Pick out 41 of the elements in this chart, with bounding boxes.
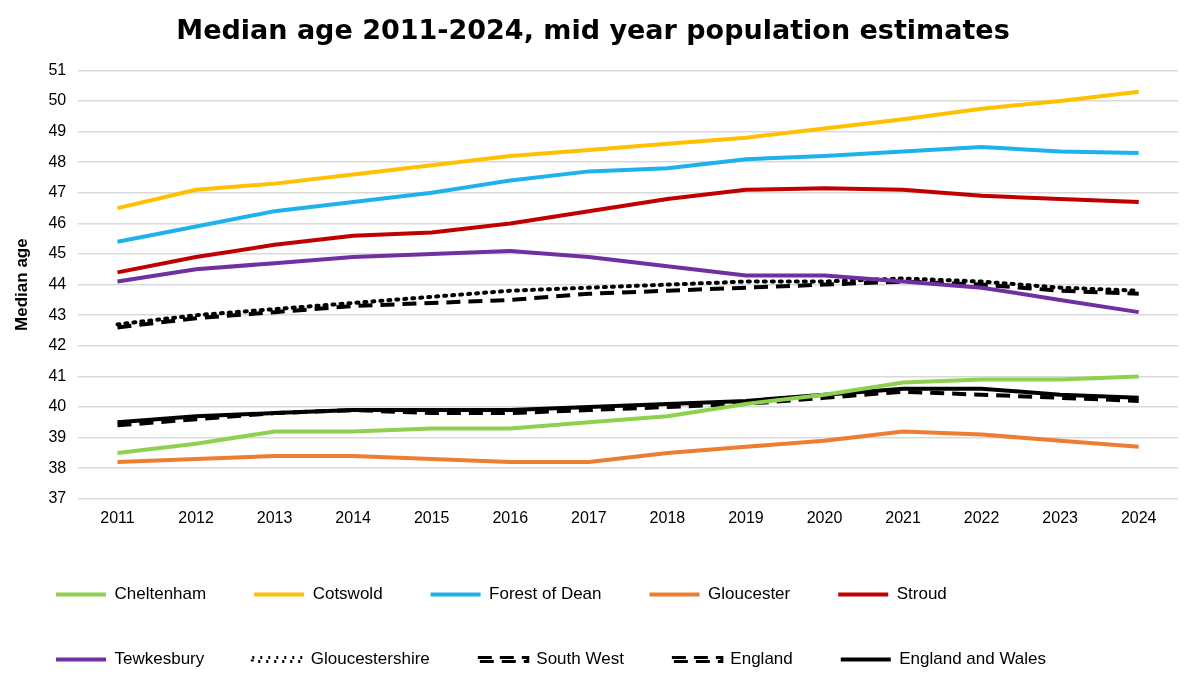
- y-tick-label: 43: [48, 305, 67, 323]
- y-tick-label: 45: [48, 244, 67, 262]
- y-tick-label: 41: [48, 366, 67, 384]
- legend-label: Cheltenham: [114, 584, 207, 604]
- y-tick-label: 40: [48, 397, 67, 415]
- x-tick-label: 2022: [963, 508, 1000, 526]
- x-tick-label: 2020: [806, 508, 843, 526]
- y-tick-label: 50: [48, 91, 67, 109]
- legend-label: Gloucestershire: [310, 649, 430, 669]
- x-tick-label: 2013: [256, 508, 293, 526]
- y-tick-label: 42: [48, 336, 67, 354]
- legend-label: England and Wales: [899, 649, 1047, 669]
- legend-label: Cotswold: [312, 584, 383, 604]
- x-tick-label: 2019: [728, 508, 764, 526]
- legend-label: Tewkesbury: [114, 649, 205, 669]
- legend-label: Gloucester: [708, 584, 791, 604]
- x-tick-label: 2023: [1042, 508, 1079, 526]
- x-tick-label: 2012: [178, 508, 214, 526]
- y-tick-label: 46: [48, 213, 67, 231]
- x-tick-label: 2018: [649, 508, 686, 526]
- x-tick-label: 2015: [413, 508, 450, 526]
- y-tick-label: 51: [48, 60, 67, 78]
- y-tick-label: 38: [48, 458, 67, 476]
- y-tick-label: 44: [48, 275, 67, 293]
- y-tick-label: 47: [48, 183, 67, 201]
- y-tick-label: 48: [48, 152, 67, 170]
- y-axis-title: Median age: [11, 238, 31, 331]
- chart-title: Median age 2011-2024, mid year population estimates: [176, 14, 1010, 46]
- x-tick-label: 2021: [885, 508, 921, 526]
- y-tick-label: 37: [48, 489, 67, 507]
- x-tick-label: 2011: [100, 508, 135, 526]
- x-tick-label: 2017: [571, 508, 607, 526]
- x-tick-label: 2024: [1120, 508, 1157, 526]
- legend-label: England: [730, 649, 793, 669]
- y-tick-label: 49: [48, 122, 67, 140]
- legend-label: Forest of Dean: [489, 584, 602, 604]
- legend-label: South West: [536, 649, 625, 669]
- x-tick-label: 2016: [492, 508, 529, 526]
- x-tick-label: 2014: [335, 508, 372, 526]
- legend-label: Stroud: [896, 584, 947, 604]
- y-tick-label: 39: [48, 428, 67, 446]
